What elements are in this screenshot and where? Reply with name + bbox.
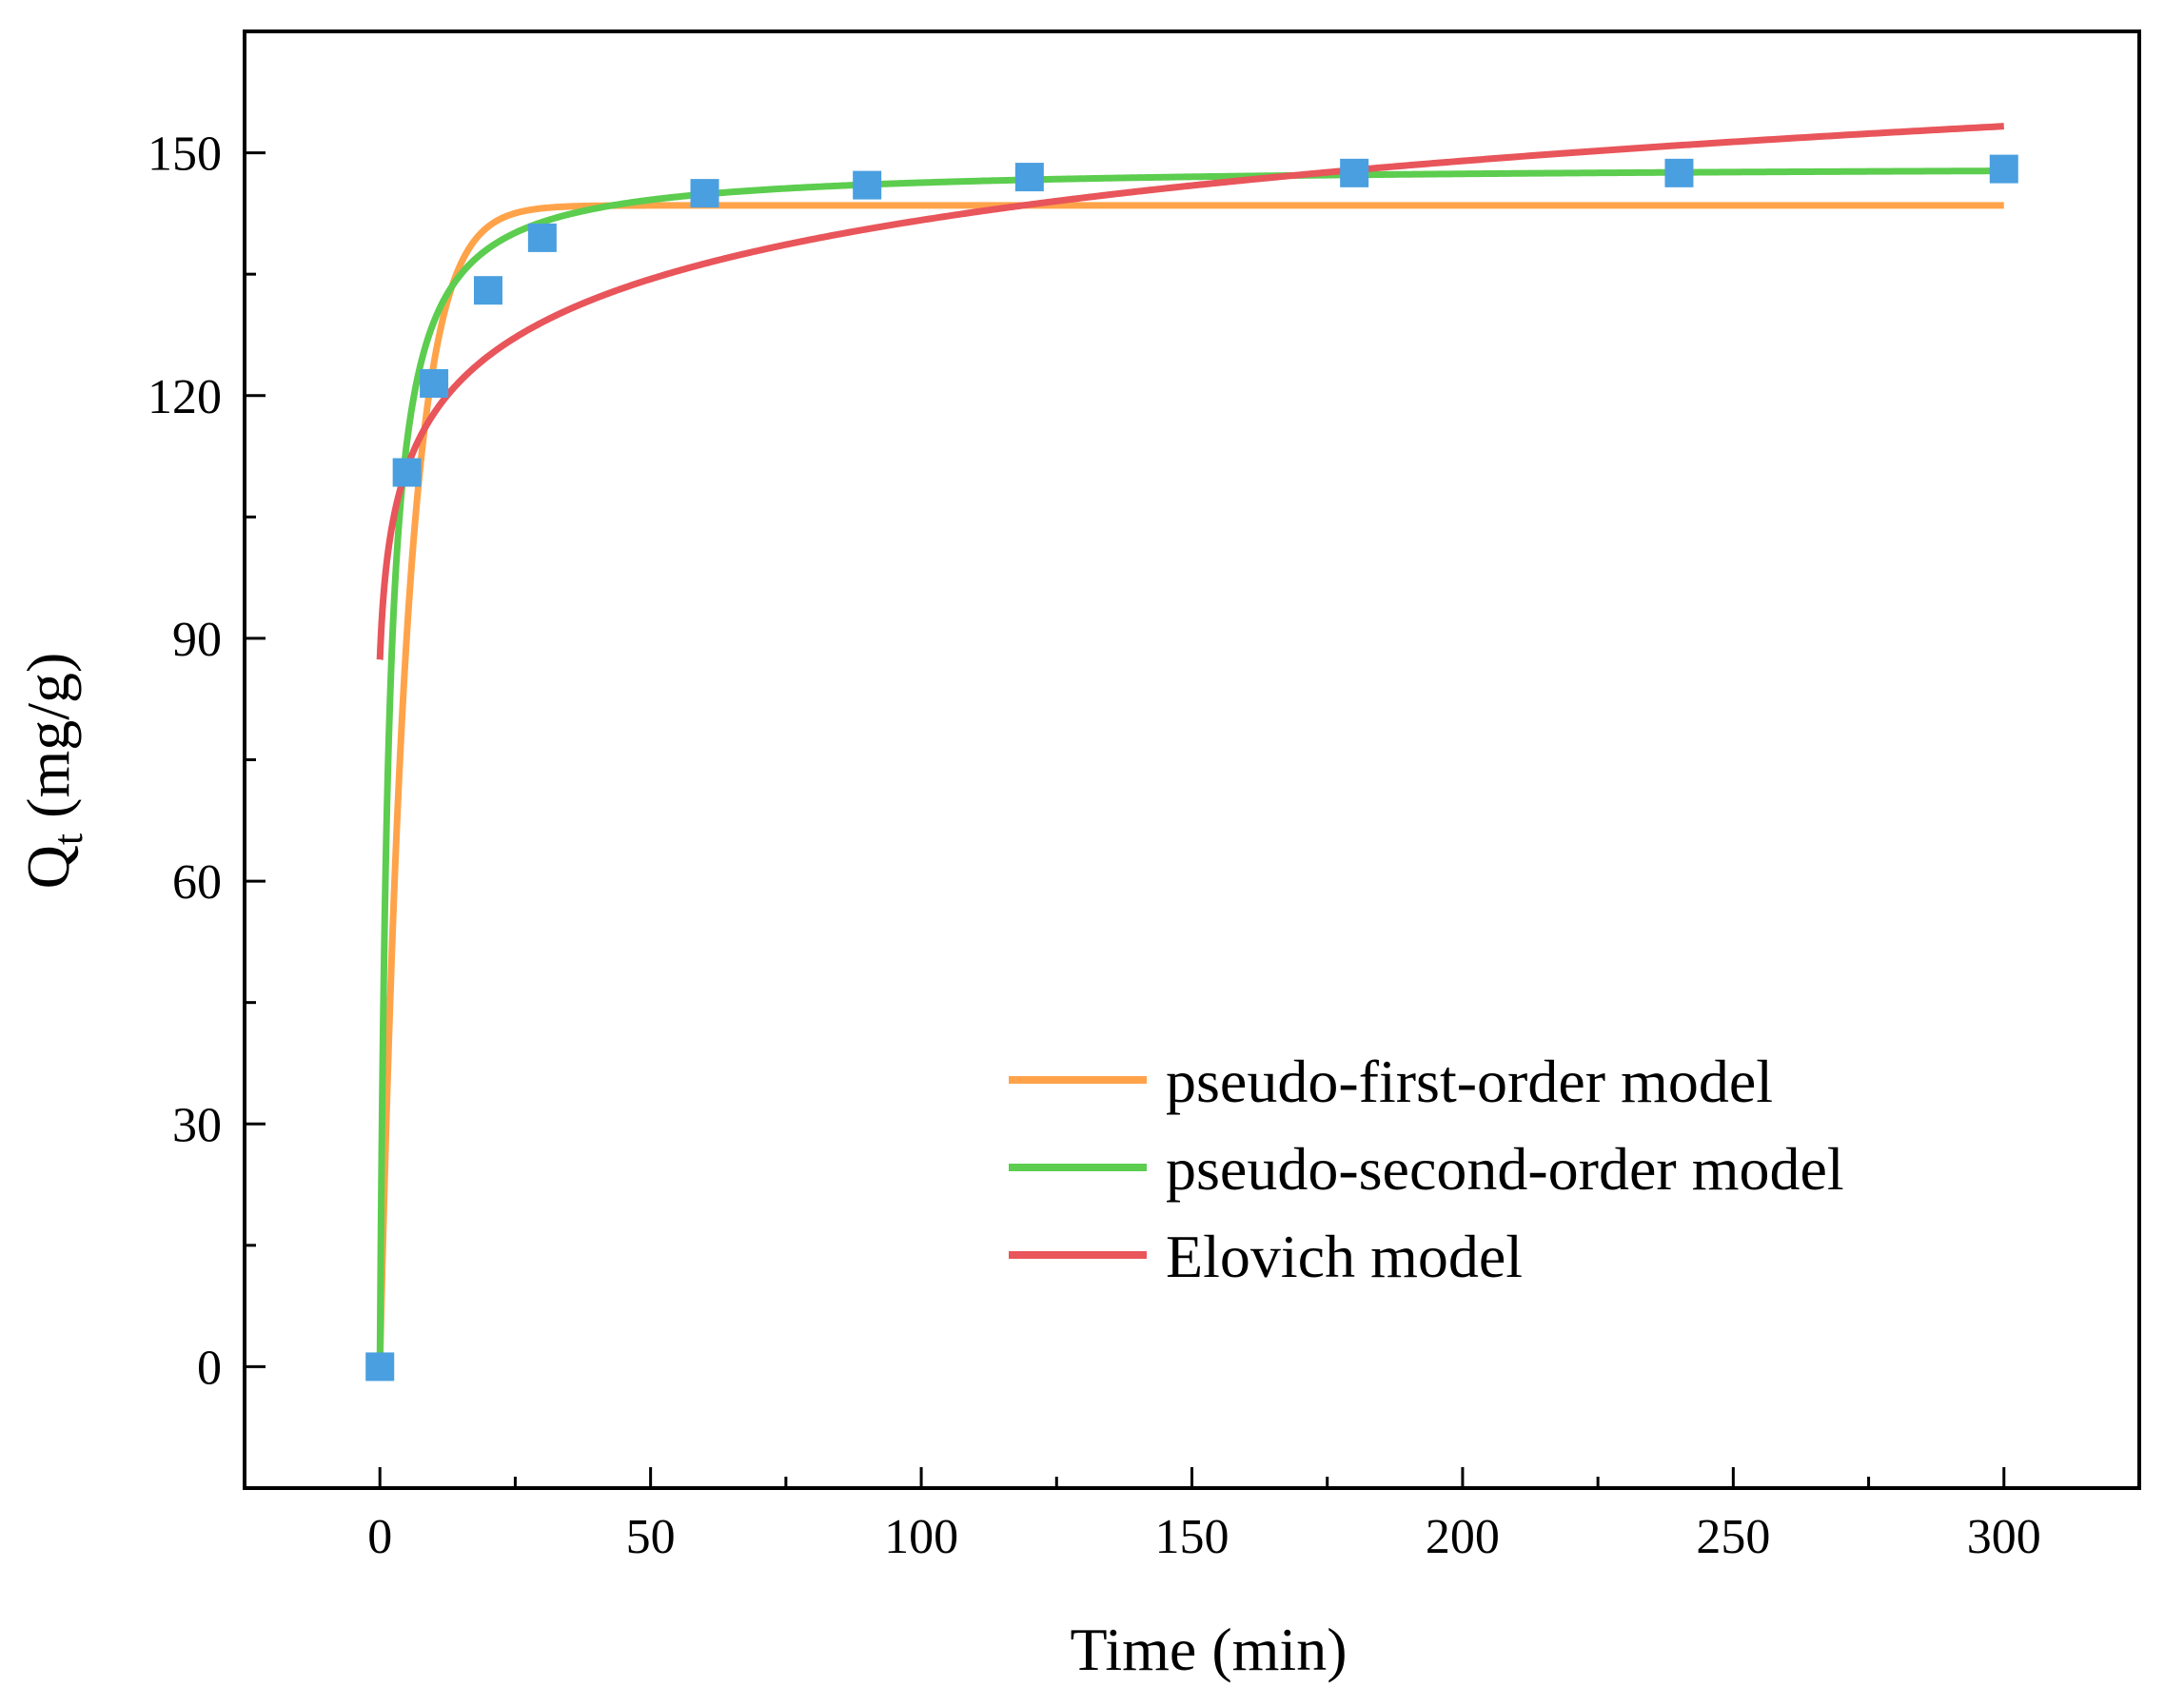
points-layer [365,154,2018,1382]
legend-label-elovich: Elovich model [1166,1223,1523,1290]
y-axis-title-unit: (mg/g) [14,653,82,833]
y-tick-label: 120 [148,370,222,424]
series-line-pso [376,167,2004,1370]
x-axis-title: Time (min) [1071,1616,1348,1683]
x-tick-label: 200 [1426,1510,1500,1564]
legend-label-pfo: pseudo-first-order model [1166,1048,1773,1115]
legend-label-pso: pseudo-second-order model [1166,1135,1844,1203]
y-axis-title-main: Q [14,845,82,889]
data-point [420,368,449,398]
y-axis-title: Qt (mg/g) [14,653,91,890]
y-tick-label: 60 [172,855,222,910]
data-point [1340,158,1369,187]
data-point [1989,154,2018,184]
y-axis-title-subscript: t [45,833,91,845]
x-axis: 0 50 100 150 200 250 300 [367,1467,2041,1564]
series-line-pfo [376,202,2004,1370]
data-point [473,276,502,305]
data-point [690,179,719,208]
y-axis: 0 30 60 90 120 150 [148,127,266,1395]
data-point [1014,163,1044,192]
series-layer [376,123,2004,1370]
series-line-elovich [376,123,2004,663]
data-point [1664,158,1694,187]
y-tick-label: 30 [172,1098,222,1152]
x-tick-label: 50 [626,1510,676,1564]
y-tick-label: 90 [172,613,222,667]
y-tick-label: 150 [148,127,222,182]
x-tick-label: 150 [1155,1510,1230,1564]
x-tick-label: 100 [884,1510,958,1564]
y-tick-label: 0 [197,1341,222,1395]
data-point [527,223,557,252]
data-point [392,458,422,487]
data-point [365,1352,395,1382]
x-tick-label: 0 [367,1510,392,1564]
x-tick-label: 250 [1696,1510,1770,1564]
legend: pseudo-first-order model pseudo-second-o… [1009,1048,1844,1290]
data-point [853,170,882,200]
x-tick-label: 300 [1967,1510,2041,1564]
